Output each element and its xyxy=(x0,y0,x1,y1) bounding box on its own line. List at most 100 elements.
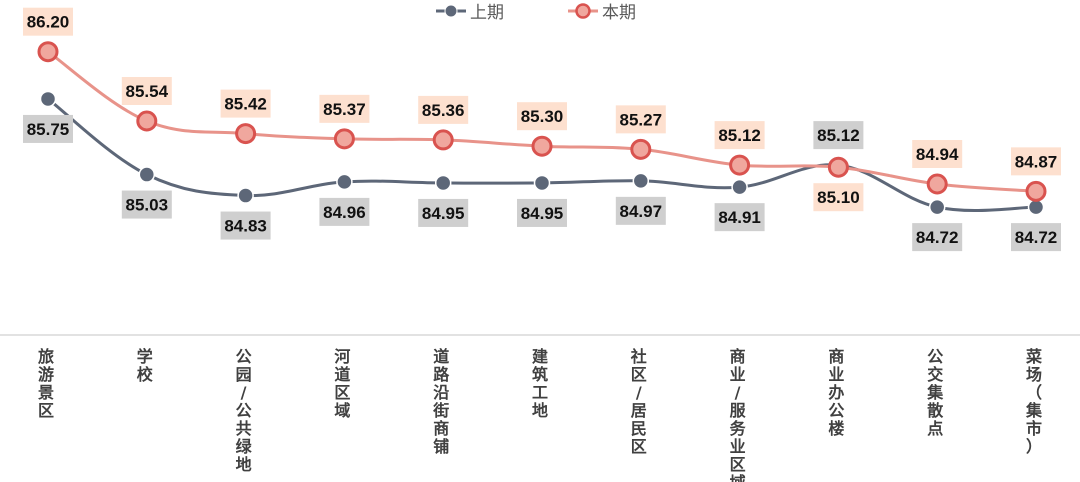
data-label-text: 85.12 xyxy=(817,126,860,145)
data-label-text: 85.42 xyxy=(224,95,267,114)
data-label-1-7: 85.12 xyxy=(714,121,765,150)
category-label-1: 学校 xyxy=(137,347,154,384)
data-label-bg xyxy=(615,105,666,134)
category-char: 铺 xyxy=(433,437,449,456)
data-label-bg xyxy=(1011,147,1061,176)
data-label-1-10: 84.87 xyxy=(1011,147,1061,176)
category-char: 共 xyxy=(236,419,252,438)
marker-point-1-8 xyxy=(827,156,849,178)
data-label-text: 85.36 xyxy=(422,101,465,120)
data-label-0-8: 85.12 xyxy=(813,121,864,150)
category-label-6: 社区/居民区 xyxy=(630,347,647,456)
category-char: 区 xyxy=(38,401,54,420)
data-label-text: 85.27 xyxy=(620,110,663,129)
category-char: 工 xyxy=(532,383,548,402)
legend-label: 本期 xyxy=(602,3,636,23)
data-label-0-1: 85.03 xyxy=(121,190,172,219)
category-label-10: 菜场（集市） xyxy=(1025,347,1043,456)
data-label-bg xyxy=(23,7,73,36)
marker-point-0-6 xyxy=(632,172,650,190)
category-char: 游 xyxy=(38,365,54,384)
category-char: 沿 xyxy=(433,383,449,402)
data-label-bg xyxy=(517,102,567,131)
category-char: 集 xyxy=(926,383,944,402)
category-char: 街 xyxy=(432,401,449,420)
data-label-0-6: 84.97 xyxy=(615,196,666,225)
category-char: 绿 xyxy=(236,437,253,456)
data-label-text: 84.87 xyxy=(1015,152,1058,171)
category-char: 商 xyxy=(730,347,746,366)
marker-point-0-4 xyxy=(434,174,452,192)
marker-point-1-5 xyxy=(531,135,553,157)
category-char: （ xyxy=(1026,383,1042,402)
category-char: 园 xyxy=(236,365,252,384)
category-char: 路 xyxy=(433,365,450,384)
category-char: 集 xyxy=(1025,401,1043,420)
data-label-0-10: 84.72 xyxy=(1011,223,1061,252)
data-label-bg xyxy=(121,190,172,219)
category-char: 公 xyxy=(236,401,252,420)
marker-point-0-3 xyxy=(336,173,353,191)
category-char: 道 xyxy=(433,347,449,366)
category-char: 域 xyxy=(334,401,350,420)
category-char: 点 xyxy=(927,419,943,438)
marker-point-1-2 xyxy=(235,123,257,145)
category-char: 场 xyxy=(1026,365,1042,384)
legend-swatch-marker xyxy=(575,3,591,19)
category-char: 社 xyxy=(630,347,647,366)
data-label-0-2: 84.83 xyxy=(220,211,271,240)
data-label-text: 84.95 xyxy=(521,204,564,223)
category-char: 公 xyxy=(828,401,844,420)
category-char: 公 xyxy=(927,347,943,366)
data-label-text: 84.72 xyxy=(1015,228,1058,247)
marker-point-1-3 xyxy=(333,128,355,150)
marker-point-1-6 xyxy=(630,138,652,160)
data-label-1-0: 86.20 xyxy=(23,7,73,36)
category-char: 务 xyxy=(730,419,747,438)
data-label-bg xyxy=(418,198,469,227)
data-label-text: 85.12 xyxy=(718,126,761,145)
data-label-bg xyxy=(615,196,666,225)
data-label-text: 84.91 xyxy=(718,208,761,227)
category-char: / xyxy=(735,383,741,402)
marker-point-0-9 xyxy=(928,198,946,216)
data-label-bg xyxy=(517,198,567,227)
data-label-text: 85.30 xyxy=(521,107,564,126)
series-markers xyxy=(37,41,1047,216)
category-char: 公 xyxy=(236,347,252,366)
category-char: 商 xyxy=(433,419,449,438)
data-label-bg xyxy=(912,140,963,168)
category-labels: 旅游景区学校公园/公共绿地河道区域道路沿街商铺建筑工地社区/居民区商业/服务业区… xyxy=(38,347,1043,482)
data-label-text: 84.95 xyxy=(422,204,465,223)
marker-point-0-1 xyxy=(138,166,156,183)
data-label-bg xyxy=(418,95,469,124)
marker-point-0-0 xyxy=(39,90,57,108)
data-label-text: 84.83 xyxy=(224,217,267,236)
category-char: / xyxy=(636,383,642,402)
data-label-bg xyxy=(1011,223,1061,252)
category-char: 菜 xyxy=(1025,347,1042,366)
data-label-0-3: 84.96 xyxy=(319,197,370,226)
data-label-1-1: 85.54 xyxy=(121,77,172,105)
data-labels: 85.75 85.03 84.83 84.96 84.95 84.95 84.97 84.91… xyxy=(23,7,1061,252)
data-label-bg xyxy=(912,223,963,252)
marker-point-0-2 xyxy=(237,187,254,204)
data-label-text: 84.72 xyxy=(916,228,959,247)
category-char: 学 xyxy=(137,347,153,366)
data-label-bg xyxy=(23,114,73,143)
data-label-text: 85.37 xyxy=(323,100,366,119)
data-label-text: 86.20 xyxy=(27,13,70,32)
data-label-bg xyxy=(714,203,765,232)
data-label-1-2: 85.42 xyxy=(220,89,271,118)
data-label-1-9: 84.94 xyxy=(912,140,963,168)
data-label-bg xyxy=(121,77,172,105)
category-label-7: 商业/服务业区域 xyxy=(730,347,747,482)
legend-label: 上期 xyxy=(470,3,504,23)
category-char: 区 xyxy=(631,365,647,384)
category-char: 交 xyxy=(927,365,943,384)
category-char: 办 xyxy=(828,383,844,402)
data-label-text: 85.54 xyxy=(126,82,169,101)
